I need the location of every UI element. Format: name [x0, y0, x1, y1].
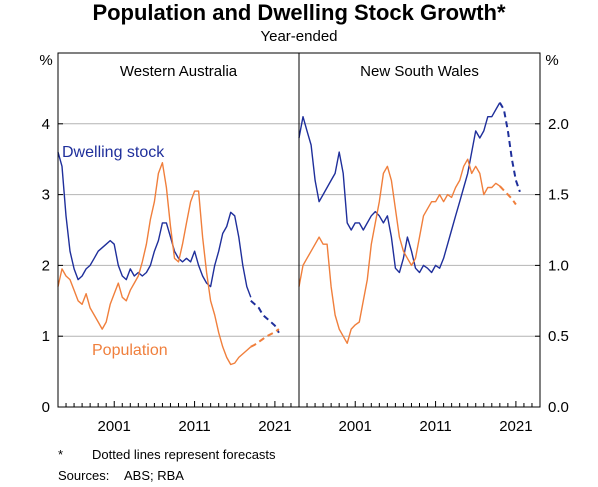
wa-y-tick-label: 3 — [42, 187, 50, 204]
wa-population-line — [57, 161, 252, 366]
dwelling-stock-label: Dwelling stock — [62, 144, 165, 161]
wa-dwelling-stock-forecast-line — [250, 300, 280, 334]
nsw-x-tick-label: 2021 — [499, 418, 532, 435]
wa-x-tick-label: 2011 — [178, 418, 210, 435]
wa-y-tick-label: 1 — [42, 328, 50, 345]
nsw-y-tick-label: 2.0 — [548, 116, 569, 133]
wa-x-tick-label: 2021 — [258, 418, 291, 435]
chart-subtitle: Year-ended — [260, 28, 338, 45]
footnote-marker: * — [58, 447, 64, 462]
nsw-x-tick-label: 2011 — [419, 418, 451, 435]
nsw-y-tick-label: 0.5 — [548, 328, 569, 345]
nsw-y-tick-label: 0.0 — [548, 399, 569, 416]
nsw-panel-title: New South Wales — [360, 63, 479, 80]
nsw-dwelling-stock-line — [298, 102, 501, 274]
nsw-population-forecast-line — [499, 185, 517, 206]
nsw-population-line — [298, 158, 501, 344]
wa-panel-title: Western Australia — [120, 63, 238, 80]
sources-text: ABS; RBA — [124, 468, 184, 483]
nsw-dwelling-stock-forecast-line — [498, 102, 521, 193]
nsw-y-tick-label: 1.0 — [548, 257, 569, 274]
population-label: Population — [92, 342, 168, 359]
nsw-x-tick-label: 2001 — [339, 418, 372, 435]
grid-layer — [58, 123, 540, 337]
chart-title: Population and Dwelling Stock Growth* — [92, 0, 506, 25]
wa-y-unit: % — [39, 52, 52, 69]
nsw-y-tick-label: 1.5 — [548, 187, 569, 204]
wa-y-tick-label: 2 — [42, 257, 50, 274]
wa-dwelling-stock-line — [57, 151, 252, 298]
nsw-y-unit: % — [545, 52, 558, 69]
wa-y-tick-label: 4 — [42, 116, 50, 133]
footnote-text: Dotted lines represent forecasts — [92, 447, 276, 462]
sources-label: Sources: — [58, 468, 110, 483]
series-layer — [57, 102, 521, 366]
frame-layer — [57, 52, 541, 408]
text-layer: 0 1 2 3 4% 2001 2011 2021 Western Australia 0.0 0.… — [39, 52, 569, 435]
wa-population-forecast-line — [250, 328, 280, 348]
wa-y-tick-label: 0 — [42, 399, 50, 416]
wa-x-tick-label: 2001 — [98, 418, 131, 435]
